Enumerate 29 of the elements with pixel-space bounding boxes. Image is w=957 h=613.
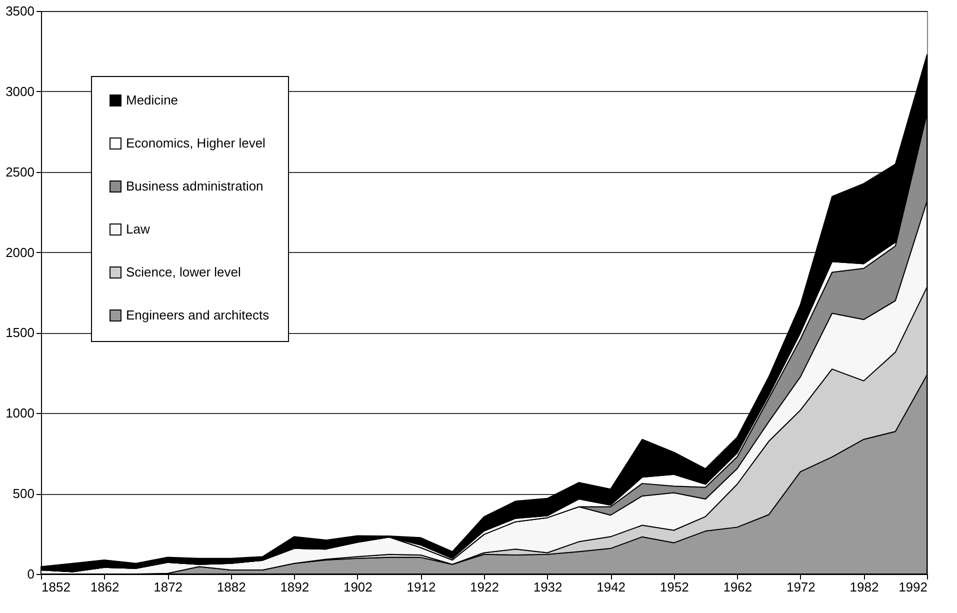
y-tick-label: 1500 — [6, 325, 34, 340]
y-tick-label: 3000 — [6, 84, 34, 99]
y-tick-label: 3500 — [6, 4, 34, 18]
x-tick-label: 1892 — [280, 580, 310, 594]
y-tick-label: 1000 — [6, 406, 34, 421]
x-tick-label: 1972 — [786, 580, 816, 594]
x-tick-label: 1902 — [343, 580, 372, 594]
x-tick-label: 1942 — [596, 580, 626, 594]
x-tick-label: 1912 — [406, 580, 436, 594]
x-tick-label: 1952 — [660, 580, 689, 594]
x-tick-label: 1962 — [723, 580, 752, 594]
x-tick-label: 1982 — [850, 580, 879, 594]
x-tick-label: 1922 — [470, 580, 499, 594]
y-tick-label: 2500 — [6, 164, 34, 180]
x-tick-label: 1992 — [898, 580, 928, 594]
x-tick-label: 1932 — [533, 580, 562, 594]
y-tick-label: 2000 — [6, 244, 34, 260]
y-tick-label: 500 — [12, 486, 34, 502]
x-tick-label: 1862 — [90, 580, 120, 594]
x-tick-label: 1872 — [154, 580, 183, 594]
legend-label: Engineers and architects — [126, 308, 270, 322]
legend-label: Economics, Higher level — [126, 136, 266, 150]
x-tick-label: 1852 — [42, 580, 70, 594]
legend-label: Medicine — [126, 92, 178, 108]
x-tick-label: 1882 — [216, 580, 246, 594]
legend-label: Business administration — [126, 178, 264, 194]
legend-label: Law — [126, 222, 150, 236]
legend-label: Science, lower level — [126, 264, 241, 280]
y-tick-label: 0 — [27, 566, 34, 582]
